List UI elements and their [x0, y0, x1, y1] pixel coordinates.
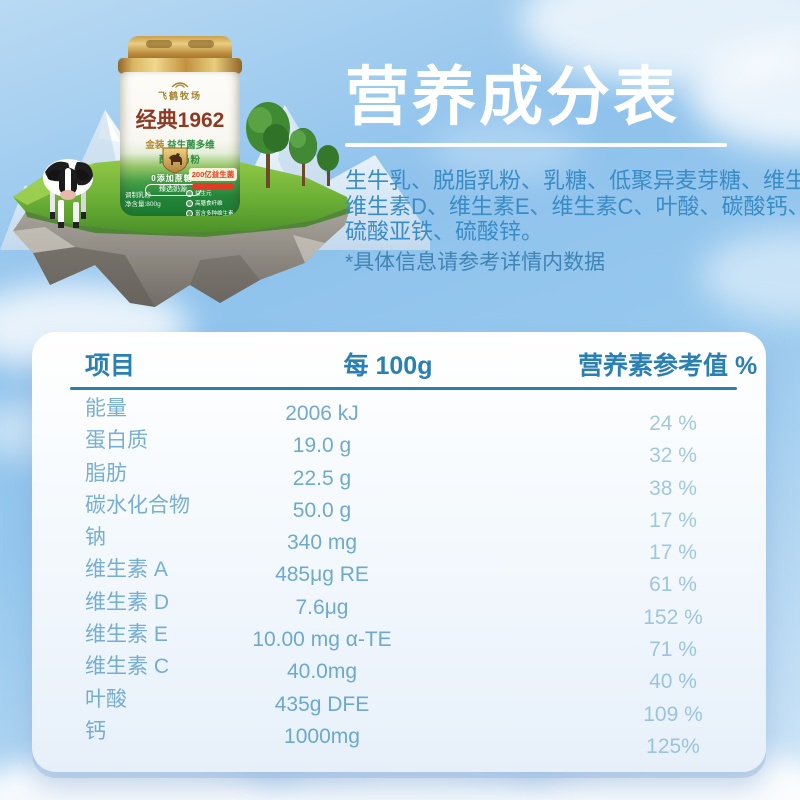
- cow-graphic: [43, 159, 93, 228]
- ingredients-line: 维生素D、维生素E、维生素C、叶酸、碳酸钙、: [345, 193, 800, 219]
- table-row: 能量 2006 kJ 24 %: [32, 392, 766, 435]
- probiotic-sub-pill: [192, 183, 234, 190]
- header-divider: [70, 387, 737, 390]
- cell-nrv: 109 %: [643, 702, 703, 726]
- column-header-nrv: 营养素参考值 %: [578, 351, 758, 380]
- can-grade: 金装: [145, 140, 165, 151]
- crane-wings-icon: [171, 82, 189, 88]
- can-variant: 益生菌多维: [167, 140, 215, 151]
- table-row: 脂肪 22.5 g 38 %: [32, 457, 766, 500]
- can-product-name: 经典1962: [135, 109, 225, 132]
- cell-nrv: 71 %: [649, 638, 697, 662]
- cell-nrv: 125%: [646, 734, 700, 758]
- feature-dot-icon: [186, 199, 193, 207]
- can-brand: 飞鹤牧场: [157, 91, 202, 101]
- cloud-graphic: [430, 120, 580, 180]
- can-feature: 富含多种维生素: [186, 209, 236, 216]
- table-row: 维生素 A 485μg RE 61 %: [32, 553, 766, 596]
- can-net-weight: 净含量:800g: [125, 201, 161, 208]
- can-milk-source: 臻选奶源: [145, 184, 201, 196]
- cell-nrv: 38 %: [649, 476, 697, 500]
- can-probiotic-badge: 200亿益生菌: [189, 168, 237, 190]
- cell-per100g: 340 mg: [286, 531, 358, 555]
- table-row: 维生素 D 7.6μg 152 %: [32, 586, 766, 629]
- can-feature: 益生元: [186, 189, 236, 197]
- cell-nrv: 17 %: [649, 541, 697, 565]
- table-row: 维生素 C 40.0mg 40 %: [32, 650, 766, 693]
- cell-nrv: 40 %: [649, 670, 697, 694]
- cell-per100g: 40.0mg: [286, 660, 358, 684]
- cell-per100g: 2006 kJ: [285, 402, 359, 425]
- table-row: 钙 1000mg 125%: [32, 715, 766, 758]
- title-underline: [345, 143, 727, 147]
- table-row: 蛋白质 19.0 g 32 %: [32, 424, 766, 467]
- feature-dot-icon: [186, 209, 193, 216]
- ingredients-note: *具体信息请参考详情内数据: [345, 250, 606, 274]
- cell-per100g: 435g DFE: [274, 692, 370, 716]
- nutrition-table: 能量 2006 kJ 24 % 蛋白质 19.0 g 32 % 脂肪 22.5 …: [32, 392, 766, 758]
- cell-per100g: 1000mg: [284, 724, 360, 748]
- column-header-per100g: 每 100g: [343, 351, 433, 380]
- cell-item: 叶酸: [85, 687, 127, 711]
- cell-nrv: 61 %: [649, 573, 697, 597]
- cell-item: 能量: [85, 397, 127, 420]
- cell-item: 脂肪: [85, 461, 127, 485]
- cell-per100g: 19.0 g: [292, 434, 352, 458]
- cell-item: 蛋白质: [85, 429, 148, 453]
- cell-item: 钠: [85, 526, 106, 550]
- probiotic-label: 200亿益生菌: [189, 168, 237, 181]
- feature-dot-icon: [186, 189, 193, 197]
- table-row: 叶酸 435g DFE 109 %: [32, 683, 766, 726]
- can-lid: [128, 36, 232, 62]
- cell-per100g: 10.00 mg α-TE: [252, 628, 392, 652]
- table-header: 项目 每 100g 营养素参考值 %: [32, 332, 766, 390]
- nutrition-card: 项目 每 100g 营养素参考值 % 能量 2006 kJ 24 % 蛋白质 1…: [32, 332, 766, 772]
- cell-item: 碳水化合物: [85, 493, 190, 517]
- cell-per100g: 485μg RE: [275, 563, 369, 587]
- can-label: 飞鹤牧场 经典1962 金装 益生菌多维 配方奶粉 0添加蔗糖 臻选奶源 200…: [120, 72, 240, 216]
- feature-label: 富含多种维生素: [195, 211, 234, 216]
- feature-label: 高膳食纤维: [195, 201, 223, 207]
- cell-nrv: 17 %: [649, 508, 697, 532]
- table-row: 碳水化合物 50.0 g 17 %: [32, 489, 766, 532]
- can-no-sugar: 0添加蔗糖: [151, 174, 193, 183]
- can-feature-list: 益生元 高膳食纤维 富含多种维生素: [186, 187, 236, 216]
- cell-item: 钙: [85, 719, 106, 743]
- cow-shield-icon: [162, 147, 188, 174]
- cell-item: 维生素 A: [85, 558, 168, 582]
- milk-can: 飞鹤牧场 经典1962 金装 益生菌多维 配方奶粉 0添加蔗糖 臻选奶源 200…: [118, 36, 242, 216]
- can-feature: 高膳食纤维: [186, 199, 236, 207]
- column-header-item: 项目: [85, 351, 136, 380]
- tree-graphic: [246, 102, 339, 188]
- cell-item: 维生素 E: [85, 623, 168, 647]
- page-title: 营养成分表: [345, 61, 680, 133]
- feature-label: 益生元: [195, 191, 212, 197]
- cell-item: 维生素 D: [85, 590, 169, 614]
- can-lid-rim: [118, 58, 242, 74]
- cell-nrv: 152 %: [643, 605, 703, 629]
- cell-nrv: 24 %: [649, 412, 697, 435]
- table-row: 维生素 E 10.00 mg α-TE 71 %: [32, 618, 766, 661]
- ingredients-line: 硫酸亚铁、硫酸锌。: [345, 219, 544, 244]
- cell-item: 维生素 C: [85, 655, 169, 679]
- cell-nrv: 32 %: [649, 444, 697, 468]
- cell-per100g: 7.6μg: [295, 595, 349, 619]
- cell-per100g: 22.5 g: [292, 466, 352, 490]
- cell-per100g: 50.0 g: [292, 498, 352, 522]
- table-row: 钠 340 mg 17 %: [32, 521, 766, 564]
- can-category: 调制乳粉: [125, 192, 151, 199]
